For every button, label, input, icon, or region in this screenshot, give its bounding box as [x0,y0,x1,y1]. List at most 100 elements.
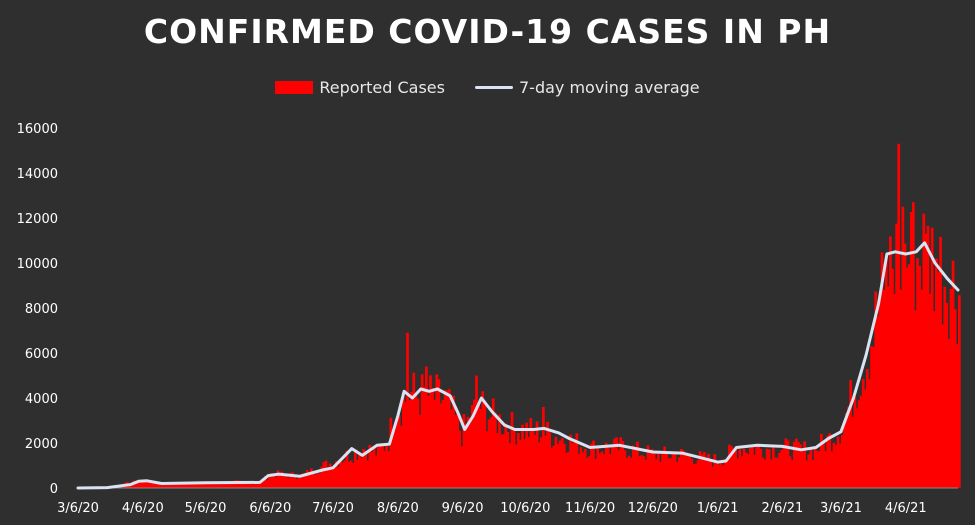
bar [249,482,253,488]
bar [215,482,219,488]
y-tick-label: 0 [50,482,58,497]
bar [742,448,746,488]
bar [912,202,915,488]
bar [548,432,551,488]
bar [826,435,829,488]
bar [307,474,311,488]
bar [406,332,409,488]
bar [349,460,353,488]
bar [278,474,282,488]
bar [765,448,769,488]
bar [498,414,501,488]
y-tick-label: 2000 [25,437,58,452]
bar [824,451,827,488]
bar [575,433,579,488]
y-tick-label: 10000 [17,257,58,272]
bar [228,482,232,488]
bar [535,421,539,488]
bar [893,293,896,488]
bar [504,423,508,488]
bar [935,258,938,488]
bar [751,446,754,488]
bar [694,463,698,488]
bar [479,409,483,488]
bar [859,395,863,488]
bar [356,459,359,488]
bar [270,473,273,488]
bar [941,324,944,488]
bar [690,458,694,488]
x-tick-label: 9/6/20 [442,501,484,516]
bar [562,443,566,488]
bar [757,444,761,488]
bar [907,264,911,488]
bar [945,303,949,488]
legend: Reported Cases 7-day moving average [0,78,975,97]
bar [939,236,942,488]
bar [337,466,340,488]
bar [880,252,884,488]
bar [169,484,173,488]
bar [817,451,821,488]
bar [903,243,907,488]
bar [805,460,809,488]
bar [280,471,284,488]
x-tick-label: 6/6/20 [249,501,291,516]
bar [550,447,554,488]
bar [776,457,779,488]
bar [360,457,363,488]
bar [715,462,719,488]
bar [353,449,357,488]
bar [435,374,439,488]
x-tick-label: 2/6/21 [761,501,803,516]
bar [213,481,217,488]
bar [897,143,901,488]
bar [516,433,520,488]
x-tick-label: 3/6/20 [57,501,99,516]
bar [149,481,152,488]
bar [431,387,434,488]
bar [719,463,723,488]
chart-title: CONFIRMED COVID-19 CASES IN PH [143,12,832,51]
bar [370,452,374,488]
bar [713,454,717,488]
bar [592,440,595,488]
bar [916,258,919,488]
x-tick-label: 4/6/20 [122,501,164,516]
bar [631,445,635,488]
bar [955,344,959,488]
bar [427,395,430,488]
bar [947,338,951,488]
bar [190,483,194,488]
bar [525,422,529,488]
bar [709,460,712,488]
bar [688,454,692,488]
bar [838,443,842,488]
x-tick-label: 5/6/20 [185,501,227,516]
bar [287,477,290,488]
bar [926,225,930,488]
bar [142,481,146,488]
bar [420,374,424,488]
bar [186,484,190,488]
bar [600,451,604,488]
bar [330,468,334,488]
bar [274,477,278,488]
bar [958,295,961,488]
bar [763,459,767,488]
bar [863,389,867,488]
bar [642,456,646,488]
bar [845,412,848,488]
bar [884,256,888,488]
bar [638,456,641,488]
bar [358,452,361,488]
bar [794,438,798,488]
bar [161,483,165,488]
legend-line-swatch [474,86,513,89]
bar [322,462,326,488]
bar [920,289,924,488]
legend-item-moving-average: 7-day moving average [474,78,700,97]
bar [230,481,234,488]
bar [477,404,480,488]
